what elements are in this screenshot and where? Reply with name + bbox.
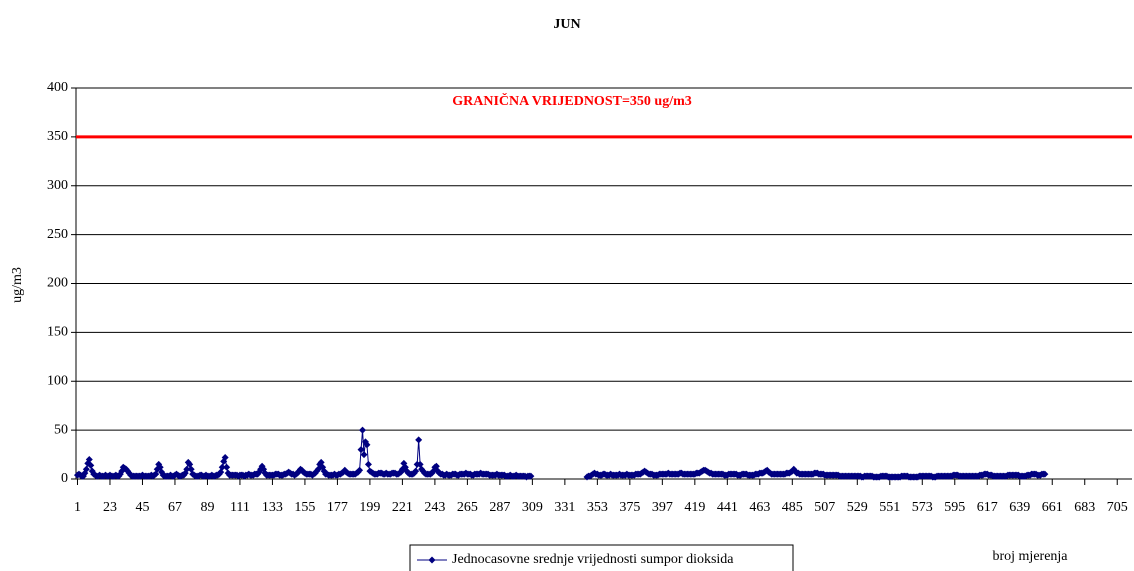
- y-tick-label: 100: [47, 373, 68, 388]
- y-tick-label: 300: [47, 178, 68, 193]
- x-tick-label: 463: [749, 500, 770, 515]
- legend-marker: [428, 556, 436, 564]
- point-marker: [412, 467, 420, 475]
- y-tick-label: 400: [47, 80, 68, 95]
- x-tick-label: 551: [879, 500, 900, 515]
- x-tick-label: 353: [587, 500, 608, 515]
- y-tick-label: 250: [47, 227, 68, 242]
- x-tick-label: 265: [457, 500, 478, 515]
- y-tick-label: 150: [47, 325, 68, 340]
- x-tick-label: 199: [359, 500, 380, 515]
- y-axis-label: ug/m3: [10, 267, 25, 303]
- point-marker: [221, 453, 229, 461]
- x-tick-label: 639: [1009, 500, 1030, 515]
- point-marker: [359, 426, 367, 434]
- legend-box: [409, 544, 794, 571]
- x-axis-label: broj mjerenja: [992, 549, 1068, 564]
- y-tick-label: 350: [47, 129, 68, 144]
- point-marker: [87, 461, 95, 469]
- point-marker: [1041, 470, 1049, 478]
- x-tick-label: 683: [1074, 500, 1095, 515]
- x-tick-label: 375: [619, 500, 640, 515]
- point-marker: [356, 466, 364, 474]
- x-tick-label: 89: [200, 500, 214, 515]
- x-tick-label: 155: [294, 500, 315, 515]
- x-tick-label: 23: [103, 500, 117, 515]
- point-marker: [183, 465, 191, 473]
- x-tick-label: 309: [522, 500, 543, 515]
- y-tick-label: 0: [61, 471, 68, 486]
- x-tick-label: 661: [1042, 500, 1063, 515]
- x-tick-label: 595: [944, 500, 965, 515]
- point-marker: [223, 463, 231, 471]
- chart-title: JUN: [553, 17, 580, 32]
- x-tick-label: 111: [230, 500, 250, 515]
- x-tick-label: 507: [814, 500, 835, 515]
- point-marker: [363, 441, 371, 449]
- point-marker: [364, 460, 372, 468]
- x-tick-label: 221: [392, 500, 413, 515]
- x-tick-label: 1: [74, 500, 81, 515]
- point-marker: [218, 463, 226, 471]
- point-marker: [357, 446, 365, 454]
- point-marker: [527, 472, 535, 480]
- threshold-label: GRANIČNA VRIJEDNOST=350 ug/m3: [452, 92, 692, 109]
- point-marker: [415, 436, 423, 444]
- y-tick-label: 200: [47, 276, 68, 291]
- x-tick-label: 485: [782, 500, 803, 515]
- point-marker: [82, 465, 90, 473]
- x-tick-label: 441: [717, 500, 738, 515]
- legend-label: Jednocasovne srednje vrijednosti sumpor …: [452, 552, 734, 567]
- x-tick-label: 617: [977, 500, 998, 515]
- y-tick-label: 50: [54, 422, 68, 437]
- x-tick-label: 397: [652, 500, 673, 515]
- x-tick-label: 331: [554, 500, 575, 515]
- x-tick-label: 705: [1107, 500, 1128, 515]
- x-tick-label: 287: [489, 500, 510, 515]
- x-tick-label: 67: [168, 500, 182, 515]
- x-tick-label: 177: [327, 500, 348, 515]
- point-marker: [360, 451, 368, 459]
- x-tick-label: 45: [135, 500, 149, 515]
- x-tick-label: 573: [912, 500, 933, 515]
- point-marker: [85, 455, 93, 463]
- x-tick-label: 419: [684, 500, 705, 515]
- x-tick-label: 243: [424, 500, 445, 515]
- x-tick-label: 133: [262, 500, 283, 515]
- x-tick-label: 529: [847, 500, 868, 515]
